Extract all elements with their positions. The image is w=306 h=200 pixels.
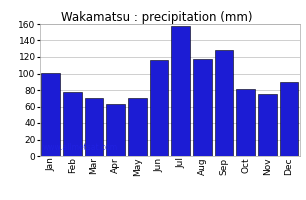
Bar [258,94,277,156]
Bar [171,26,190,156]
Text: Wakamatsu : precipitation (mm): Wakamatsu : precipitation (mm) [61,11,252,24]
Bar [193,59,211,156]
Bar [106,104,125,156]
Bar [63,92,81,156]
Text: www.allmetsat.com: www.allmetsat.com [42,143,118,152]
Bar [128,98,147,156]
Bar [41,73,60,156]
Bar [215,50,233,156]
Bar [280,82,298,156]
Bar [85,98,103,156]
Bar [150,60,168,156]
Bar [237,89,255,156]
